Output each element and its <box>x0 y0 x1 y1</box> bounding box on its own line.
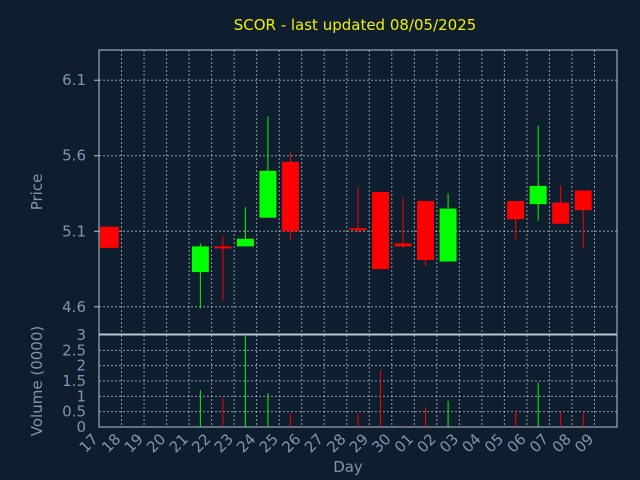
volume-tick-label: 2 <box>76 357 86 375</box>
candle-body <box>100 226 119 248</box>
volume-tick-label: 1 <box>76 387 86 405</box>
price-frame <box>98 49 618 335</box>
volume-tick-label: 3 <box>76 326 86 344</box>
candle-body <box>417 201 435 260</box>
price-tick-label: 6.1 <box>62 71 86 89</box>
volume-tick-label: 2.5 <box>62 341 86 359</box>
candle-body <box>191 246 209 273</box>
candle-body <box>349 228 367 231</box>
candle-body <box>394 243 412 247</box>
price-tick-label: 5.1 <box>62 222 86 240</box>
candle-body <box>507 201 525 220</box>
volume-tick-label: 1.5 <box>62 372 86 390</box>
candle-body <box>439 208 457 262</box>
x-axis-label: Day <box>333 458 363 476</box>
volume-tick-label: 0 <box>76 418 86 436</box>
price-panel: 6.1 5.6 5.1 4.6 <box>62 49 618 335</box>
candle-body <box>214 246 232 249</box>
price-tick-label: 5.6 <box>62 147 86 165</box>
candle-body <box>552 202 570 224</box>
price-axis-label: Price <box>28 174 46 211</box>
candle-body <box>281 161 299 232</box>
candle-body <box>574 190 592 211</box>
candle-body <box>236 238 254 247</box>
chart-title: SCOR - last updated 08/05/2025 <box>234 16 477 34</box>
volume-axis-label: Volume (0000) <box>28 326 46 436</box>
price-tick-label: 4.6 <box>62 298 86 316</box>
volume-tick-label: 0.5 <box>62 403 86 421</box>
candle-body <box>529 185 547 205</box>
candle-body <box>372 192 390 270</box>
candle-body <box>259 170 277 218</box>
